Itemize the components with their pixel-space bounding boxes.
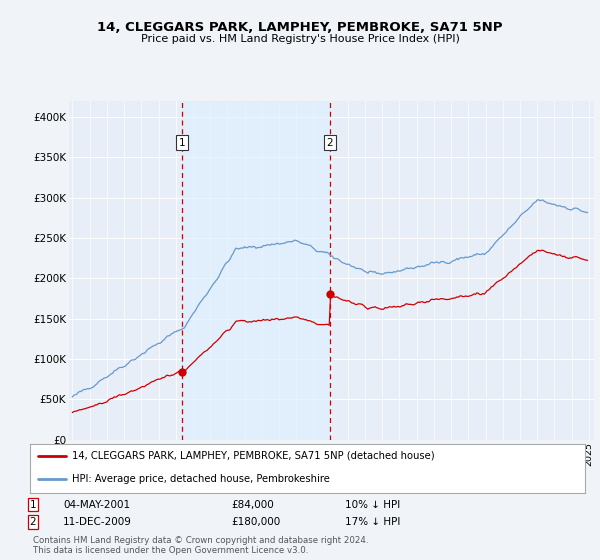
Text: 1: 1 [179, 138, 185, 148]
Text: 14, CLEGGARS PARK, LAMPHEY, PEMBROKE, SA71 5NP (detached house): 14, CLEGGARS PARK, LAMPHEY, PEMBROKE, SA… [71, 451, 434, 461]
Text: £84,000: £84,000 [231, 500, 274, 510]
Text: 17% ↓ HPI: 17% ↓ HPI [345, 517, 400, 527]
Text: £180,000: £180,000 [231, 517, 280, 527]
Text: 11-DEC-2009: 11-DEC-2009 [63, 517, 132, 527]
Text: 04-MAY-2001: 04-MAY-2001 [63, 500, 130, 510]
Text: 2: 2 [326, 138, 333, 148]
Text: 1: 1 [29, 500, 37, 510]
Text: Price paid vs. HM Land Registry's House Price Index (HPI): Price paid vs. HM Land Registry's House … [140, 34, 460, 44]
Text: 14, CLEGGARS PARK, LAMPHEY, PEMBROKE, SA71 5NP: 14, CLEGGARS PARK, LAMPHEY, PEMBROKE, SA… [97, 21, 503, 34]
Text: 10% ↓ HPI: 10% ↓ HPI [345, 500, 400, 510]
Text: HPI: Average price, detached house, Pembrokeshire: HPI: Average price, detached house, Pemb… [71, 474, 329, 484]
Bar [182, 101, 330, 440]
Text: Contains HM Land Registry data © Crown copyright and database right 2024.
This d: Contains HM Land Registry data © Crown c… [33, 536, 368, 556]
Text: 2: 2 [29, 517, 37, 527]
